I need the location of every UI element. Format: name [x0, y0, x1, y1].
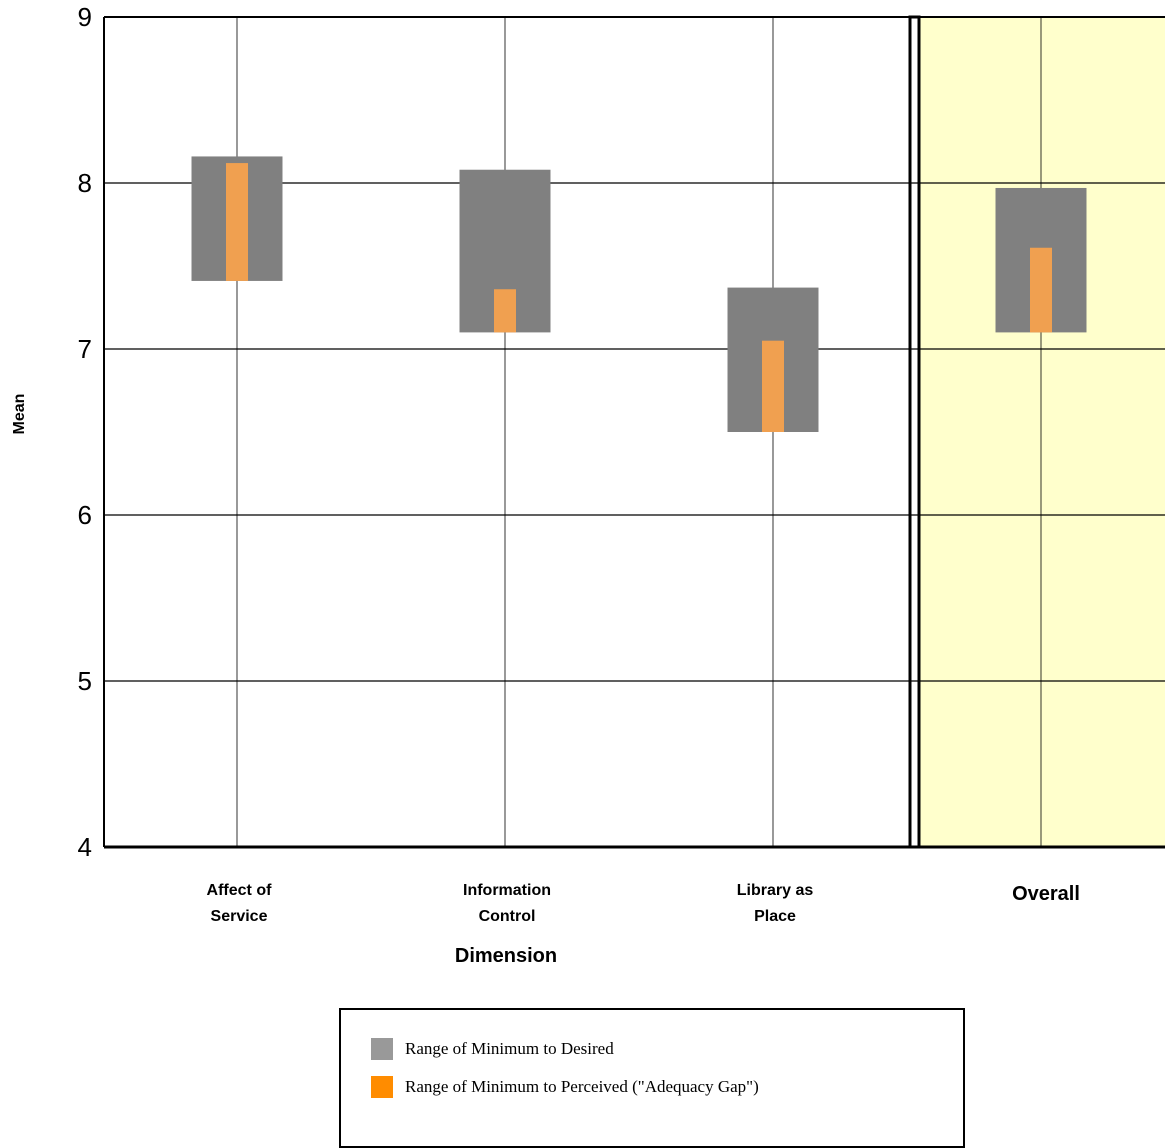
- x-axis-title: Dimension: [455, 945, 557, 967]
- ytick-label-4: 8: [78, 168, 92, 198]
- bar-perceived-2: [762, 340, 784, 432]
- x-category-line-0-1: Service: [211, 908, 268, 925]
- bar-perceived-1: [494, 289, 516, 333]
- x-category-line-2-1: Place: [754, 908, 796, 925]
- ytick-label-5: 9: [78, 2, 92, 32]
- bar-perceived-3: [1030, 247, 1052, 333]
- x-category-line-0-0: Affect of: [207, 882, 273, 899]
- x-category-line-1-0: Information: [463, 882, 551, 899]
- legend-entry-desired: Range of Minimum to Desired: [371, 1038, 614, 1060]
- chart-legend: Range of Minimum to Desired Range of Min…: [339, 1008, 965, 1148]
- ytick-label-3: 7: [78, 334, 92, 364]
- highlight-region: [919, 17, 1165, 847]
- bar-perceived-0: [226, 163, 248, 281]
- ytick-label-2: 6: [78, 500, 92, 530]
- x-category-label-1: Information Control: [463, 882, 551, 925]
- chart-plot: 4 5 6 7 8 9 Mean Affect of Service Information Con…: [11, 2, 1165, 967]
- x-category-line-1-1: Control: [479, 908, 536, 925]
- legend-swatch-perceived: [371, 1076, 393, 1098]
- x-category-label-3: Overall: [1012, 883, 1080, 905]
- y-axis-title: Mean: [11, 394, 28, 435]
- ytick-label-0: 4: [78, 832, 92, 862]
- legend-swatch-desired: [371, 1038, 393, 1060]
- x-category-label-2: Library as Place: [737, 882, 814, 925]
- x-category-line-3-0: Overall: [1012, 883, 1080, 905]
- x-category-line-2-0: Library as: [737, 882, 814, 899]
- overall-separator: [908, 15, 921, 849]
- ytick-label-1: 5: [78, 666, 92, 696]
- legend-label-perceived: Range of Minimum to Perceived ("Adequacy…: [405, 1077, 759, 1096]
- x-category-label-0: Affect of Service: [207, 882, 273, 925]
- legend-label-desired: Range of Minimum to Desired: [405, 1039, 614, 1058]
- legend-entry-perceived: Range of Minimum to Perceived ("Adequacy…: [371, 1076, 759, 1098]
